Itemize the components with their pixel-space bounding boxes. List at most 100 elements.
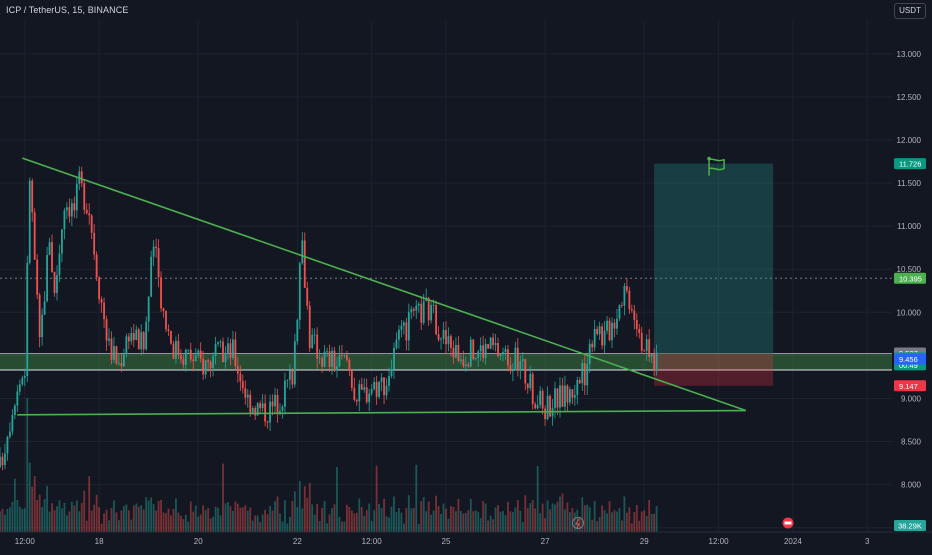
candle-body — [650, 354, 653, 357]
volume-bar — [544, 518, 547, 532]
candle-body — [497, 343, 499, 357]
volume-bar — [450, 505, 452, 532]
candle-body — [16, 391, 19, 406]
candles — [0, 166, 658, 471]
volume-bar — [249, 507, 252, 532]
symbol-title[interactable]: ICP / TetherUS, 15, BINANCE — [6, 5, 129, 15]
volume-bar — [120, 510, 123, 532]
price-label-text: 11.726 — [899, 160, 921, 169]
candle-body — [303, 240, 306, 288]
candle-body — [388, 376, 390, 386]
candle-body — [596, 328, 599, 335]
price-label-bg — [894, 158, 926, 170]
volume-bar — [137, 506, 140, 532]
candle-body — [105, 319, 108, 341]
candle-body — [66, 207, 68, 211]
y-tick-label: 11.000 — [897, 222, 921, 231]
volume-bar — [43, 499, 46, 532]
volume-bar — [88, 476, 91, 532]
volume-bar — [189, 501, 192, 532]
candle-body — [638, 328, 641, 333]
x-tick-label: 25 — [442, 537, 451, 546]
candle-body — [398, 329, 400, 340]
volume-bar — [601, 505, 603, 532]
candle-body — [219, 341, 222, 343]
volume-bar — [289, 516, 291, 532]
candle-body — [516, 347, 519, 371]
candle-body — [653, 354, 656, 370]
candle-body — [83, 183, 86, 210]
candle-body — [412, 309, 415, 311]
candle-body — [160, 277, 162, 309]
candle-body — [544, 408, 547, 420]
candle-body — [194, 355, 197, 362]
volume-bar — [472, 511, 475, 532]
volume-bar — [46, 485, 48, 532]
candle-body — [341, 355, 343, 356]
volume-bar — [150, 497, 153, 532]
candle-body — [26, 262, 29, 377]
volume-bar — [536, 465, 539, 532]
x-tick-label: 12:00 — [362, 537, 383, 546]
candle-body — [145, 321, 148, 350]
candle-body — [395, 339, 398, 348]
drawings[interactable] — [17, 156, 747, 416]
volume-bar — [467, 510, 470, 532]
candle-body — [41, 314, 44, 338]
candle-body — [546, 395, 549, 420]
volume-bar — [279, 513, 281, 532]
volume-bar — [539, 513, 542, 532]
volume-bar — [492, 519, 494, 532]
candle-body — [355, 400, 358, 402]
candle-body — [440, 338, 442, 340]
candle-body — [21, 377, 24, 385]
volume-bar — [345, 504, 348, 532]
volume-bar — [85, 520, 88, 532]
volume-bar — [400, 512, 403, 532]
candle-body — [189, 349, 192, 360]
volume-bar — [440, 513, 442, 532]
candle-body — [633, 310, 636, 320]
volume-bar — [33, 476, 36, 532]
x-tick-label: 12:00 — [709, 537, 730, 546]
volume-bar — [127, 510, 130, 532]
volume-bar — [93, 504, 96, 532]
volume-bar — [103, 513, 105, 532]
volume-bar — [110, 507, 113, 532]
volume-bar — [207, 508, 210, 532]
volume-bar — [331, 508, 333, 532]
volume-bar — [254, 515, 257, 532]
volume-bar — [655, 506, 658, 532]
volume-bar — [80, 502, 83, 532]
candle-body — [593, 328, 596, 348]
candle-body — [175, 340, 177, 359]
candle-body — [573, 394, 576, 398]
volume-bar — [58, 500, 61, 532]
event-marker-band — [784, 521, 792, 525]
volume-bar — [130, 519, 133, 532]
volume-bar — [519, 510, 522, 532]
candle-body — [70, 203, 73, 217]
candle-body — [450, 336, 452, 348]
candle-body — [4, 453, 6, 466]
price-label: 10.395 — [894, 272, 926, 284]
candle-body — [618, 305, 621, 319]
volume-bar — [524, 495, 527, 532]
candle-body — [375, 381, 378, 397]
currency-button[interactable]: USDT — [894, 3, 926, 19]
candle-body — [13, 405, 16, 416]
volume-bar — [177, 512, 180, 532]
volume-bar — [4, 514, 6, 532]
candle-body — [507, 349, 509, 366]
volume-bar — [100, 523, 103, 532]
volume-bar — [122, 505, 125, 532]
y-tick-label: 10.500 — [897, 265, 922, 274]
candle-body — [383, 377, 385, 396]
volume-bar — [70, 501, 73, 532]
candle-body — [373, 381, 376, 390]
volume-bar — [313, 514, 316, 532]
candle-body — [28, 180, 31, 263]
volume-bar — [554, 504, 556, 532]
